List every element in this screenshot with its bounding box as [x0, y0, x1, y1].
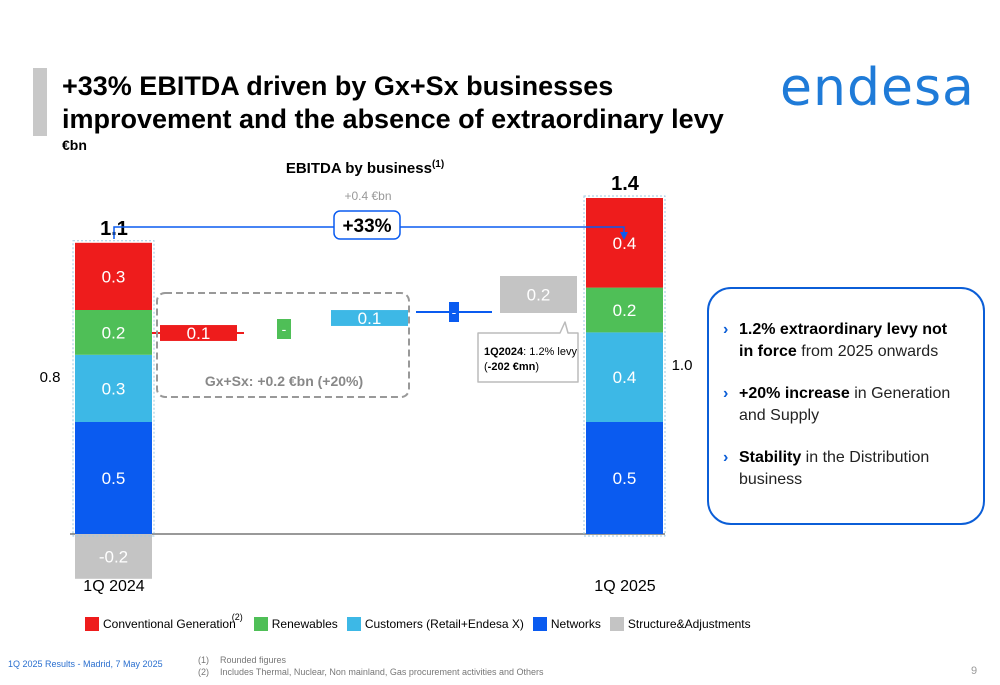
data-label: 0.5: [102, 469, 126, 488]
page-number: 9: [971, 665, 978, 677]
legend-item-customers: Customers (Retail+Endesa X): [346, 617, 524, 631]
bullet-text: in Generation and Supply: [739, 385, 951, 424]
delta-absolute-label: +0.4 €bn: [344, 189, 391, 203]
gxsx-label: Gx+Sx: +0.2 €bn (+20%): [205, 373, 363, 389]
levy-paren: (: [484, 361, 488, 373]
delta-label: -: [282, 321, 287, 337]
footnote-number: (2): [198, 667, 209, 677]
endesa-logo: endesa: [780, 58, 975, 118]
footnote-text: Rounded figures: [220, 655, 287, 665]
chart-title: EBITDA by business(1): [286, 159, 444, 177]
delta-label: 0.1: [358, 309, 382, 328]
bar-segment: [586, 332, 663, 422]
chart-legend: Conventional Generation (2) Renewables C…: [85, 612, 760, 634]
bar-segment: [75, 354, 152, 422]
legend-item-conventional-generation: Conventional Generation (2): [85, 612, 245, 631]
side-label: 0.8: [40, 369, 61, 386]
data-label: 0.3: [102, 379, 126, 398]
arrow-down-icon: [620, 232, 628, 240]
unit-label: €bn: [62, 137, 87, 153]
legend-item-networks: Networks: [532, 617, 601, 631]
levy-callout: [477, 321, 579, 383]
bracket-line: [113, 226, 334, 239]
footnote: (2) Includes Thermal, Nuclear, Non mainla…: [198, 666, 544, 678]
data-label: 0.2: [102, 323, 126, 342]
legend-note: (2): [231, 612, 243, 622]
bar-outline: [583, 195, 666, 537]
data-label: 0.3: [102, 267, 126, 286]
levy-bold: 1Q2024: [484, 346, 524, 358]
delta-percent-box: [333, 210, 401, 240]
key-points-box: › 1.2% extraordinary levy not in force f…: [707, 287, 985, 525]
data-label: 0.5: [613, 469, 637, 488]
legend-swatch: [532, 617, 547, 631]
legend-swatch: [609, 617, 624, 631]
bar-segment: [75, 310, 152, 355]
legend-swatch: [346, 617, 361, 631]
ebitda-waterfall-chart: 0.50.30.20.3-0.20.50.40.20.41.11.40.81.0…: [40, 159, 693, 595]
total-label: 1.4: [611, 173, 640, 195]
bullet-item: › Stability in the Distribution business: [723, 447, 965, 491]
bar-segment: [586, 287, 663, 333]
data-label: 0.2: [613, 301, 637, 320]
chart-title-text: EBITDA by business: [286, 160, 432, 177]
title-accent-bar: [33, 68, 47, 136]
bullet-bold: 1.2% extraordinary levy not in force: [739, 321, 948, 360]
page-title: +33% EBITDA driven by Gx+Sx businesses i…: [62, 71, 724, 134]
bracket-line: [400, 226, 625, 234]
delta-label: 0.1: [187, 324, 211, 343]
bar-segment: [586, 198, 663, 288]
levy-line-1: 1Q2024: 1.2% levy: [484, 346, 577, 358]
legend-label: Renewables: [271, 617, 338, 631]
category-label: 1Q 2024: [83, 578, 144, 595]
bullet-item: › 1.2% extraordinary levy not in force f…: [723, 319, 965, 363]
data-label: -0.2: [99, 547, 128, 566]
delta-bar: [160, 325, 237, 341]
levy-text: : 1.2% levy: [523, 346, 577, 358]
side-label: 1.0: [672, 357, 693, 374]
gxsx-group-box: [156, 292, 410, 398]
legend-item-structure-adjustments: Structure&Adjustments: [609, 617, 751, 631]
levy-line-2: (-202 €mn): [484, 361, 539, 373]
bar-segment: [75, 422, 152, 534]
data-label: 0.4: [613, 368, 637, 387]
delta-bar: [500, 276, 577, 313]
chevron-right-icon: ›: [723, 449, 729, 466]
legend-label: Networks: [550, 617, 601, 631]
levy-paren: ): [535, 361, 539, 373]
legend-swatch: [253, 617, 268, 631]
bar-segment: [75, 242, 152, 310]
levy-amount: -202 €mn: [488, 361, 536, 373]
footnote-number: (1): [198, 655, 209, 665]
chevron-right-icon: ›: [723, 385, 729, 402]
delta-bar: [277, 319, 291, 339]
footer-event: 1Q 2025 Results - Madrid, 7 May 2025: [8, 659, 163, 669]
bullet-text: in the Distribution business: [739, 449, 930, 488]
bullet-item: › +20% increase in Generation and Supply: [723, 383, 965, 427]
bullet-bold: +20% increase: [739, 385, 850, 402]
footnote: (1) Rounded figures: [198, 654, 544, 666]
bullet-text: from 2025 onwards: [796, 343, 939, 360]
bar-segment: [586, 422, 663, 534]
data-label: 0.4: [613, 234, 637, 253]
legend-label: Customers (Retail+Endesa X): [364, 617, 524, 631]
chart-title-note: (1): [432, 159, 444, 170]
bullet-bold: Stability: [739, 449, 802, 466]
chevron-right-icon: ›: [723, 321, 729, 338]
bar-segment: [75, 534, 152, 579]
category-label: 1Q 2025: [594, 578, 655, 595]
footnote-text: Includes Thermal, Nuclear, Non mainland,…: [220, 667, 544, 677]
legend-label: Conventional Generation: [103, 617, 236, 631]
delta-label: 0.2: [527, 286, 551, 305]
legend-swatch: [85, 617, 99, 631]
delta-bar: [331, 310, 408, 326]
delta-percent-label: +33%: [342, 216, 391, 237]
bar-outline: [72, 240, 155, 537]
legend-item-renewables: Renewables: [253, 617, 338, 631]
footnotes: (1) Rounded figures (2) Includes Thermal, …: [198, 654, 544, 678]
legend-label: Structure&Adjustments: [627, 617, 751, 631]
